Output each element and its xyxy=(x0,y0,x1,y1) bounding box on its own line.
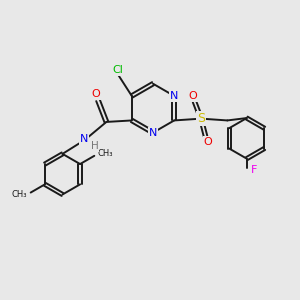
Text: Cl: Cl xyxy=(112,65,123,75)
Text: N: N xyxy=(80,134,88,144)
Text: H: H xyxy=(91,141,98,152)
Text: CH₃: CH₃ xyxy=(98,149,113,158)
Text: O: O xyxy=(204,137,212,147)
Text: N: N xyxy=(149,128,157,138)
Text: N: N xyxy=(170,91,178,101)
Text: O: O xyxy=(92,89,100,100)
Text: S: S xyxy=(197,112,205,125)
Text: O: O xyxy=(189,91,197,101)
Text: F: F xyxy=(251,165,257,175)
Text: CH₃: CH₃ xyxy=(12,190,27,199)
